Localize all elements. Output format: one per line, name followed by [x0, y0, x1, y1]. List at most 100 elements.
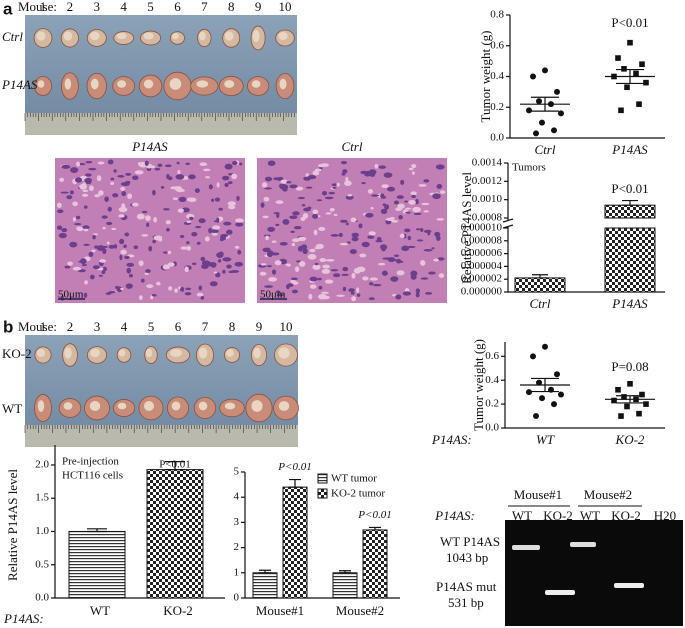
cell	[144, 272, 149, 276]
cell	[329, 207, 335, 212]
row-label: Ctrl	[2, 29, 23, 44]
cell	[353, 267, 361, 274]
cell	[230, 269, 240, 273]
cell	[153, 235, 163, 241]
cell	[107, 159, 114, 165]
cell	[204, 236, 210, 242]
x-tick-label: Mouse#2	[336, 603, 384, 618]
cell	[262, 215, 269, 219]
point	[636, 101, 642, 107]
cell	[150, 295, 154, 300]
cell	[318, 285, 323, 290]
cell	[347, 241, 351, 244]
mouse-label: Mouse:	[18, 0, 57, 14]
cell	[342, 266, 349, 272]
cell	[428, 271, 436, 275]
cell	[268, 277, 277, 282]
cell	[110, 181, 115, 185]
cell	[138, 295, 143, 301]
cell	[138, 260, 144, 267]
point	[636, 410, 642, 417]
legend-label: WT tumor	[331, 473, 377, 485]
y-tick-label: 2.0	[35, 458, 49, 470]
cell	[350, 217, 357, 223]
cell	[186, 245, 192, 251]
cell	[410, 270, 418, 277]
cell	[264, 285, 274, 288]
cell	[167, 262, 175, 267]
tumor-highlight	[198, 31, 206, 41]
cell	[82, 182, 87, 187]
y-tick-label: 0.0	[485, 422, 499, 434]
cell	[339, 219, 348, 223]
cell	[226, 229, 233, 235]
cell	[166, 227, 170, 232]
cell	[133, 245, 139, 250]
y-tick-label: 0.000006	[461, 247, 503, 259]
cell	[235, 218, 244, 223]
cell	[289, 215, 298, 219]
cell	[330, 269, 339, 272]
tumor-highlight	[251, 400, 263, 412]
bar	[604, 227, 656, 293]
cell	[58, 232, 67, 239]
cell	[267, 265, 272, 268]
cell	[222, 269, 226, 274]
cell	[374, 163, 379, 169]
cell	[275, 200, 284, 204]
gel-band	[545, 590, 575, 595]
cell	[290, 277, 298, 281]
cell	[184, 292, 192, 296]
cell	[84, 280, 88, 285]
point	[633, 70, 639, 77]
cell	[131, 202, 139, 207]
y-tick-label: 0.0008	[472, 212, 503, 224]
point	[536, 98, 542, 105]
row-label: KO-2	[2, 346, 32, 361]
cell	[81, 263, 87, 267]
point	[530, 353, 536, 360]
cell	[156, 281, 161, 286]
cell	[70, 167, 79, 173]
cell	[110, 177, 115, 181]
cell	[119, 238, 125, 245]
point	[611, 397, 617, 404]
x-tick-label: Mouse#1	[256, 603, 304, 618]
cell	[407, 235, 412, 241]
cell	[407, 245, 416, 249]
tumor-highlight	[198, 347, 208, 359]
cell	[322, 264, 331, 269]
cell	[167, 250, 172, 255]
cell	[303, 207, 311, 212]
cell	[260, 263, 267, 266]
cell	[290, 230, 295, 234]
cell	[177, 208, 184, 213]
cell	[185, 287, 192, 291]
cell	[74, 177, 83, 183]
cell	[205, 176, 211, 179]
cell	[228, 205, 236, 210]
cell	[356, 287, 360, 294]
legend-swatch	[317, 488, 328, 499]
cell	[141, 234, 149, 237]
cell	[340, 161, 347, 165]
tumor-highlight	[117, 80, 127, 88]
point	[624, 403, 630, 410]
cell	[89, 274, 95, 280]
cell	[286, 181, 292, 184]
cell	[396, 195, 404, 199]
point	[533, 413, 539, 420]
cell	[124, 232, 130, 237]
cell	[410, 191, 417, 196]
cell	[263, 234, 271, 237]
cell	[126, 262, 135, 267]
cell	[222, 175, 230, 181]
tumor-highlight	[171, 32, 179, 40]
panel-label: a	[3, 0, 13, 18]
point	[554, 371, 560, 378]
cell	[218, 207, 223, 211]
cell	[88, 167, 97, 171]
cell	[259, 271, 267, 276]
cell	[307, 253, 317, 260]
cell	[382, 257, 392, 260]
